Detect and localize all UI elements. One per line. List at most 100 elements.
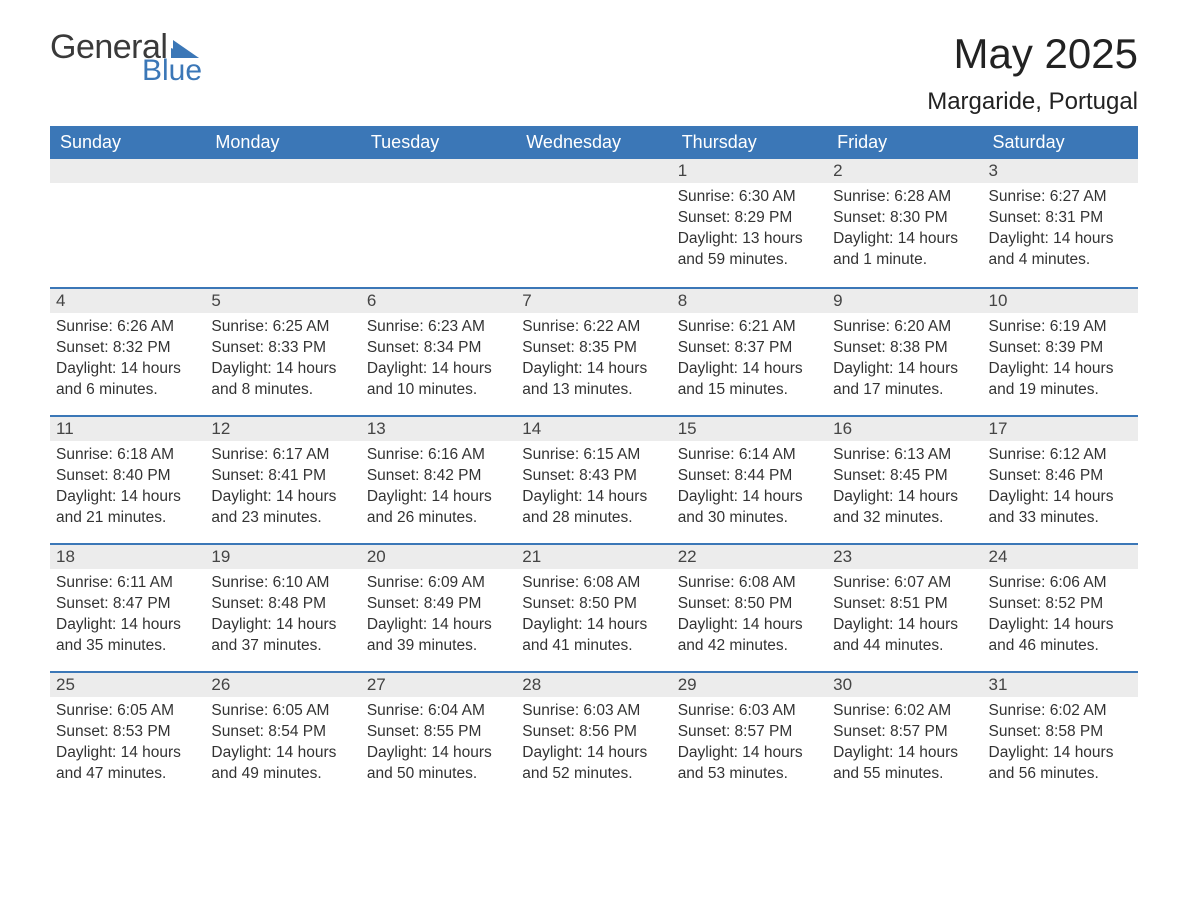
day-number: 1: [672, 159, 827, 183]
sunrise-line: Sunrise: 6:17 AM: [211, 445, 354, 466]
empty-day-bar: [50, 159, 205, 183]
weekday-header: Saturday: [983, 126, 1138, 159]
day-number: 24: [983, 543, 1138, 569]
sunset-line: Sunset: 8:40 PM: [56, 466, 199, 487]
sunset-line: Sunset: 8:33 PM: [211, 338, 354, 359]
day-details: Sunrise: 6:08 AMSunset: 8:50 PMDaylight:…: [672, 569, 827, 665]
weekday-header: Friday: [827, 126, 982, 159]
day-number: 25: [50, 671, 205, 697]
calendar-cell: 5Sunrise: 6:25 AMSunset: 8:33 PMDaylight…: [205, 287, 360, 415]
daylight-line: Daylight: 14 hours and 19 minutes.: [989, 359, 1132, 401]
sunrise-line: Sunrise: 6:18 AM: [56, 445, 199, 466]
calendar-cell: 16Sunrise: 6:13 AMSunset: 8:45 PMDayligh…: [827, 415, 982, 543]
weekday-header: Wednesday: [516, 126, 671, 159]
sunrise-line: Sunrise: 6:27 AM: [989, 187, 1132, 208]
sunset-line: Sunset: 8:46 PM: [989, 466, 1132, 487]
sunset-line: Sunset: 8:57 PM: [678, 722, 821, 743]
daylight-line: Daylight: 14 hours and 56 minutes.: [989, 743, 1132, 785]
daylight-line: Daylight: 13 hours and 59 minutes.: [678, 229, 821, 271]
day-details: Sunrise: 6:06 AMSunset: 8:52 PMDaylight:…: [983, 569, 1138, 665]
daylight-line: Daylight: 14 hours and 30 minutes.: [678, 487, 821, 529]
day-details: Sunrise: 6:02 AMSunset: 8:58 PMDaylight:…: [983, 697, 1138, 793]
day-details: Sunrise: 6:03 AMSunset: 8:56 PMDaylight:…: [516, 697, 671, 793]
day-number: 22: [672, 543, 827, 569]
page-title: May 2025: [954, 30, 1138, 78]
day-number: 14: [516, 415, 671, 441]
sunset-line: Sunset: 8:53 PM: [56, 722, 199, 743]
calendar-cell: 21Sunrise: 6:08 AMSunset: 8:50 PMDayligh…: [516, 543, 671, 671]
day-details: Sunrise: 6:18 AMSunset: 8:40 PMDaylight:…: [50, 441, 205, 537]
daylight-line: Daylight: 14 hours and 6 minutes.: [56, 359, 199, 401]
sunrise-line: Sunrise: 6:30 AM: [678, 187, 821, 208]
daylight-line: Daylight: 14 hours and 1 minute.: [833, 229, 976, 271]
calendar-cell: 6Sunrise: 6:23 AMSunset: 8:34 PMDaylight…: [361, 287, 516, 415]
sunset-line: Sunset: 8:31 PM: [989, 208, 1132, 229]
sunset-line: Sunset: 8:42 PM: [367, 466, 510, 487]
day-details: Sunrise: 6:11 AMSunset: 8:47 PMDaylight:…: [50, 569, 205, 665]
sunrise-line: Sunrise: 6:08 AM: [522, 573, 665, 594]
day-details: Sunrise: 6:04 AMSunset: 8:55 PMDaylight:…: [361, 697, 516, 793]
empty-day-bar: [361, 159, 516, 183]
sunrise-line: Sunrise: 6:12 AM: [989, 445, 1132, 466]
daylight-line: Daylight: 14 hours and 17 minutes.: [833, 359, 976, 401]
day-details: Sunrise: 6:12 AMSunset: 8:46 PMDaylight:…: [983, 441, 1138, 537]
sunrise-line: Sunrise: 6:25 AM: [211, 317, 354, 338]
daylight-line: Daylight: 14 hours and 46 minutes.: [989, 615, 1132, 657]
sunrise-line: Sunrise: 6:26 AM: [56, 317, 199, 338]
calendar-cell: 28Sunrise: 6:03 AMSunset: 8:56 PMDayligh…: [516, 671, 671, 799]
sunrise-line: Sunrise: 6:03 AM: [678, 701, 821, 722]
day-details: Sunrise: 6:25 AMSunset: 8:33 PMDaylight:…: [205, 313, 360, 409]
day-number: 15: [672, 415, 827, 441]
location-label: Margaride, Portugal: [50, 88, 1138, 116]
weekday-header: Monday: [205, 126, 360, 159]
sunrise-line: Sunrise: 6:28 AM: [833, 187, 976, 208]
daylight-line: Daylight: 14 hours and 32 minutes.: [833, 487, 976, 529]
sunrise-line: Sunrise: 6:20 AM: [833, 317, 976, 338]
calendar-cell: 29Sunrise: 6:03 AMSunset: 8:57 PMDayligh…: [672, 671, 827, 799]
daylight-line: Daylight: 14 hours and 42 minutes.: [678, 615, 821, 657]
sunset-line: Sunset: 8:54 PM: [211, 722, 354, 743]
calendar-cell: 26Sunrise: 6:05 AMSunset: 8:54 PMDayligh…: [205, 671, 360, 799]
calendar-cell: 30Sunrise: 6:02 AMSunset: 8:57 PMDayligh…: [827, 671, 982, 799]
daylight-line: Daylight: 14 hours and 21 minutes.: [56, 487, 199, 529]
day-number: 29: [672, 671, 827, 697]
weekday-header: Tuesday: [361, 126, 516, 159]
sunset-line: Sunset: 8:56 PM: [522, 722, 665, 743]
sunset-line: Sunset: 8:29 PM: [678, 208, 821, 229]
sunrise-line: Sunrise: 6:06 AM: [989, 573, 1132, 594]
daylight-line: Daylight: 14 hours and 15 minutes.: [678, 359, 821, 401]
sunset-line: Sunset: 8:50 PM: [522, 594, 665, 615]
sunset-line: Sunset: 8:37 PM: [678, 338, 821, 359]
day-number: 2: [827, 159, 982, 183]
calendar-cell: 24Sunrise: 6:06 AMSunset: 8:52 PMDayligh…: [983, 543, 1138, 671]
day-details: Sunrise: 6:09 AMSunset: 8:49 PMDaylight:…: [361, 569, 516, 665]
day-number: 9: [827, 287, 982, 313]
calendar-cell: 18Sunrise: 6:11 AMSunset: 8:47 PMDayligh…: [50, 543, 205, 671]
calendar-cell: 2Sunrise: 6:28 AMSunset: 8:30 PMDaylight…: [827, 159, 982, 287]
day-details: Sunrise: 6:30 AMSunset: 8:29 PMDaylight:…: [672, 183, 827, 279]
day-details: Sunrise: 6:22 AMSunset: 8:35 PMDaylight:…: [516, 313, 671, 409]
calendar-table: SundayMondayTuesdayWednesdayThursdayFrid…: [50, 126, 1138, 799]
day-details: Sunrise: 6:19 AMSunset: 8:39 PMDaylight:…: [983, 313, 1138, 409]
day-number: 6: [361, 287, 516, 313]
day-details: Sunrise: 6:14 AMSunset: 8:44 PMDaylight:…: [672, 441, 827, 537]
day-number: 27: [361, 671, 516, 697]
day-number: 31: [983, 671, 1138, 697]
day-number: 21: [516, 543, 671, 569]
sunset-line: Sunset: 8:49 PM: [367, 594, 510, 615]
calendar-cell: 31Sunrise: 6:02 AMSunset: 8:58 PMDayligh…: [983, 671, 1138, 799]
day-number: 10: [983, 287, 1138, 313]
day-number: 28: [516, 671, 671, 697]
daylight-line: Daylight: 14 hours and 8 minutes.: [211, 359, 354, 401]
day-number: 13: [361, 415, 516, 441]
day-details: Sunrise: 6:17 AMSunset: 8:41 PMDaylight:…: [205, 441, 360, 537]
day-number: 26: [205, 671, 360, 697]
day-number: 11: [50, 415, 205, 441]
daylight-line: Daylight: 14 hours and 55 minutes.: [833, 743, 976, 785]
sunrise-line: Sunrise: 6:09 AM: [367, 573, 510, 594]
day-number: 3: [983, 159, 1138, 183]
sunrise-line: Sunrise: 6:05 AM: [211, 701, 354, 722]
sunrise-line: Sunrise: 6:04 AM: [367, 701, 510, 722]
day-number: 7: [516, 287, 671, 313]
daylight-line: Daylight: 14 hours and 44 minutes.: [833, 615, 976, 657]
